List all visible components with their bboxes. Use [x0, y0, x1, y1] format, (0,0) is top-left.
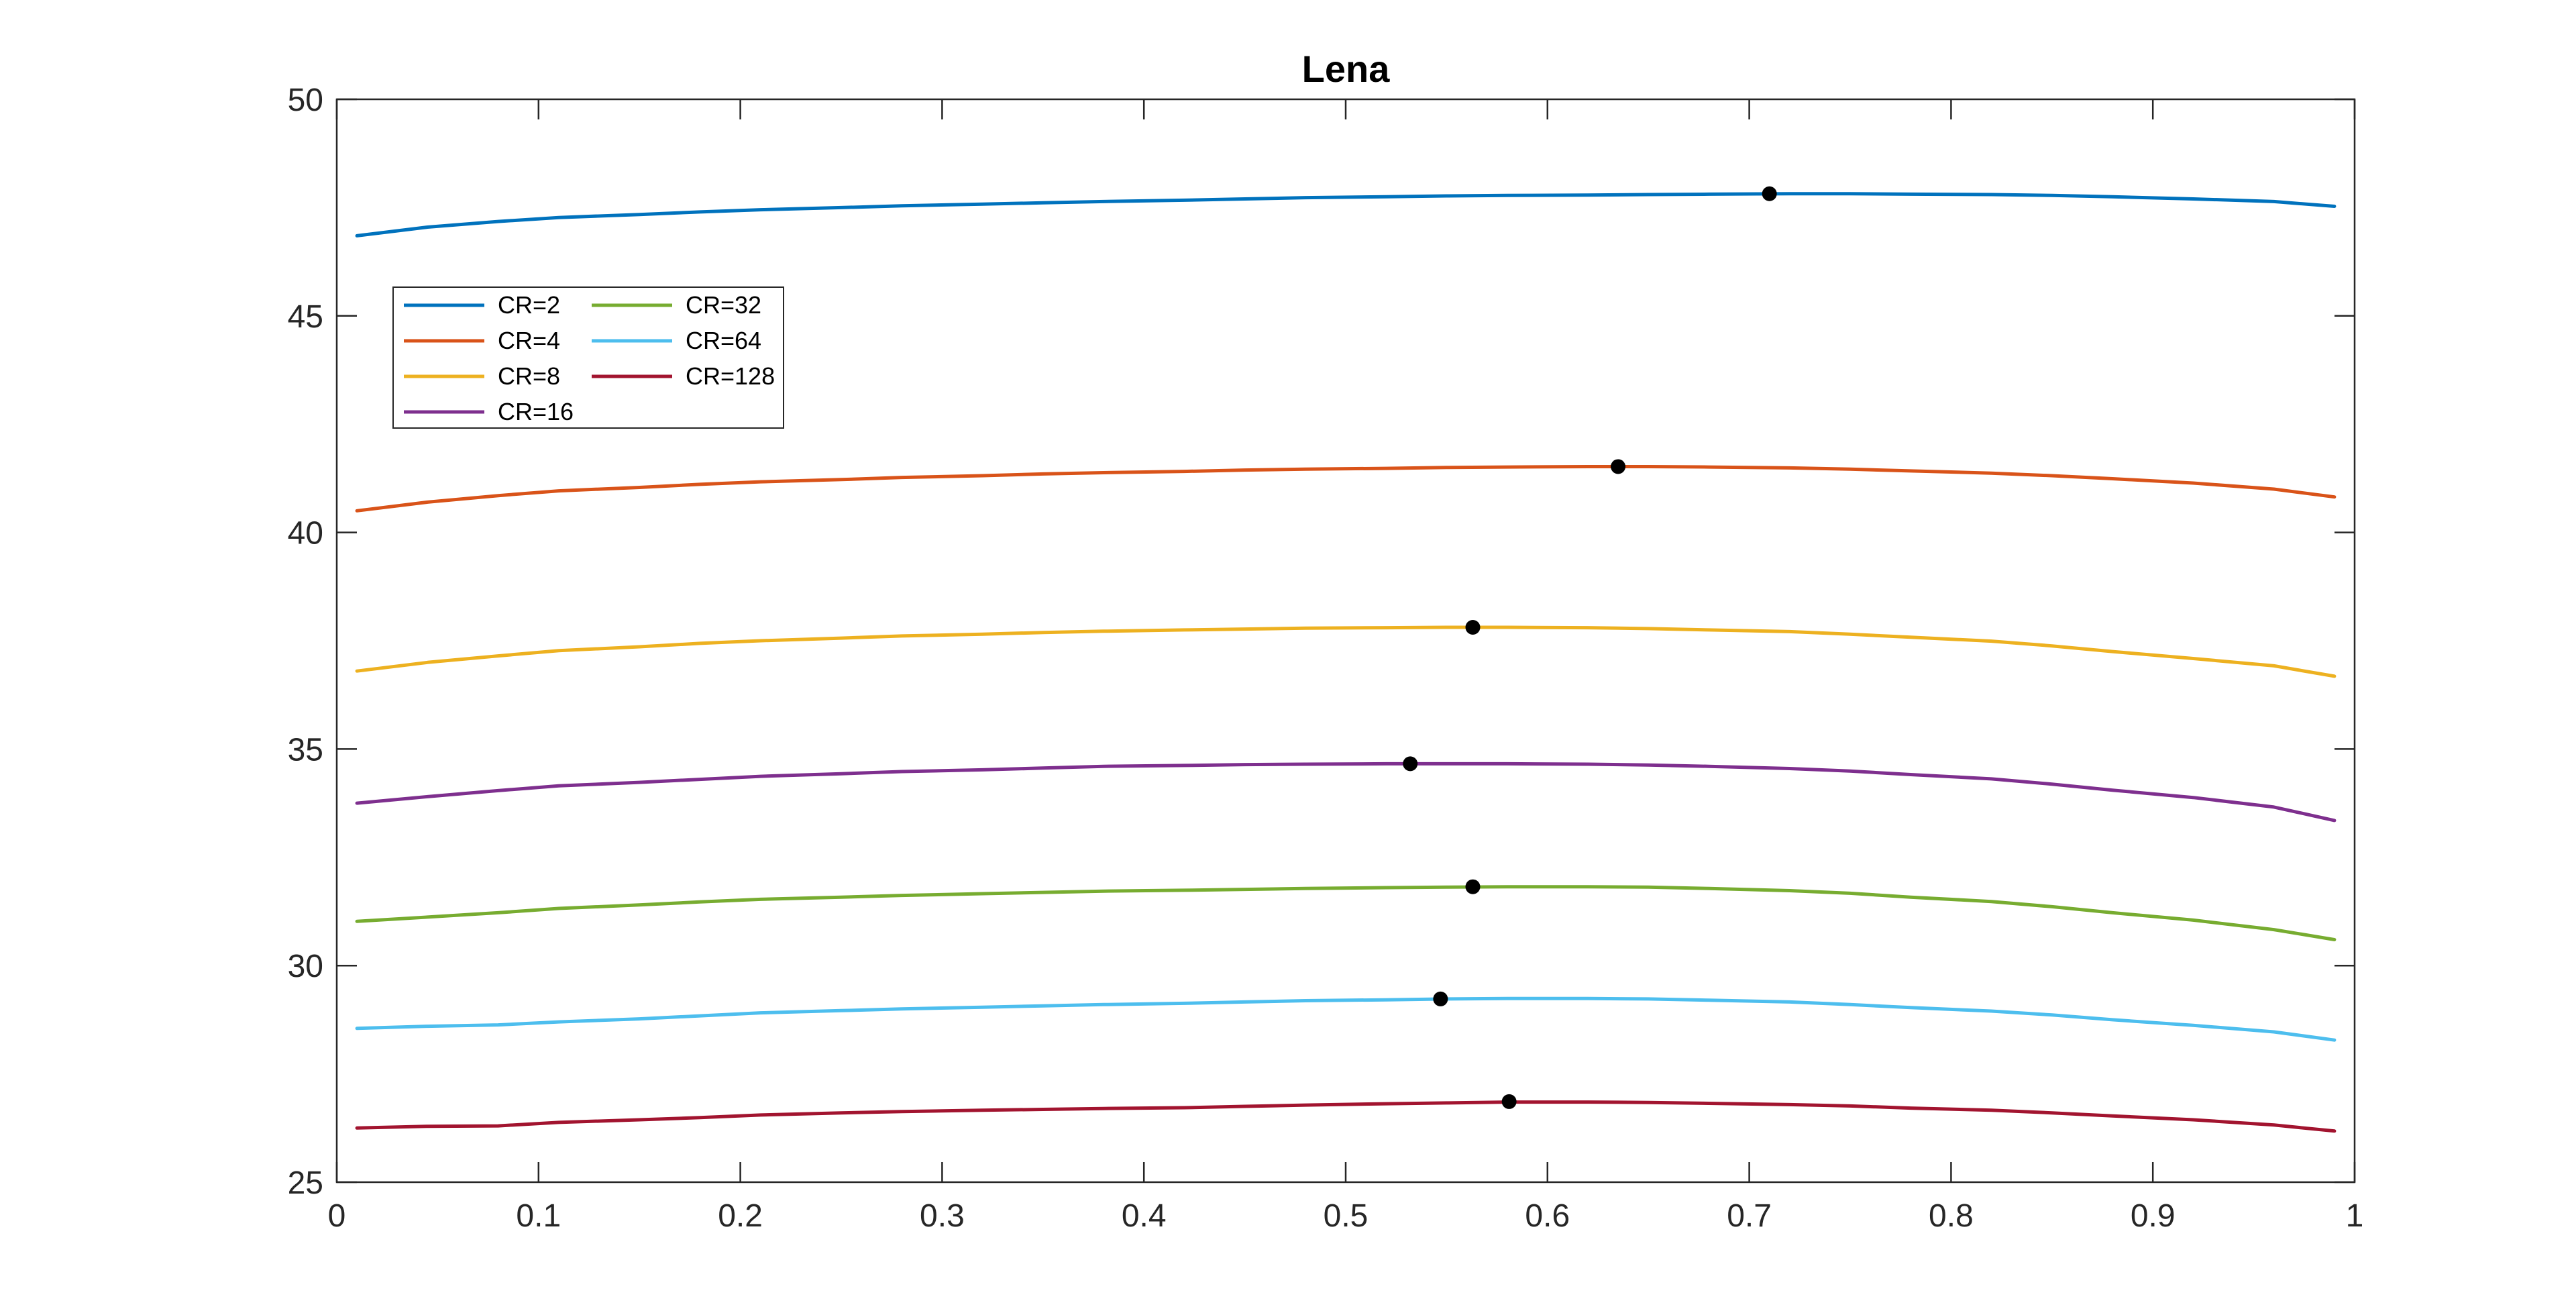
legend-box [392, 286, 784, 429]
legend: CR=2 CR=4 CR=8 CR=16 CR=32 CR=64 CR=128 [392, 286, 784, 429]
x-tick-label: 0.7 [1727, 1198, 1772, 1234]
x-tick-label: 0.9 [2131, 1198, 2176, 1234]
x-tick-label: 0.6 [1525, 1198, 1570, 1234]
x-tick-label: 0.4 [1122, 1198, 1167, 1234]
legend-label-cr-128: CR=128 [686, 362, 775, 390]
y-axis: 25 30 35 40 45 50 [288, 83, 2355, 1201]
series-line-cr-128 [355, 1100, 2337, 1133]
legend-label-cr-4: CR=4 [498, 327, 560, 354]
series-line-cr-32 [355, 885, 2337, 941]
peak-marker-cr-8 [1465, 619, 1481, 635]
legend-label-cr-64: CR=64 [686, 327, 761, 354]
x-tick-label: 0.3 [920, 1198, 965, 1234]
peak-marker-cr-64 [1433, 991, 1448, 1006]
x-tick-label: 0.5 [1324, 1198, 1368, 1234]
x-tick-label: 0.2 [718, 1198, 763, 1234]
y-tick-label: 50 [288, 83, 323, 118]
series-line-cr-64 [355, 996, 2337, 1042]
legend-label-cr-8: CR=8 [498, 362, 560, 390]
x-tick-label: 0.8 [1929, 1198, 1974, 1234]
series-line-cr-8 [355, 625, 2337, 678]
x-tick-label: 0 [328, 1198, 346, 1234]
chart-title: Lena [1302, 48, 1391, 90]
x-tick-label: 1 [2346, 1198, 2364, 1234]
legend-label-cr-32: CR=32 [686, 291, 761, 319]
x-tick-label: 0.1 [516, 1198, 561, 1234]
peak-marker-cr-32 [1465, 879, 1481, 894]
legend-label-cr-16: CR=16 [498, 398, 574, 425]
y-tick-label: 25 [288, 1165, 323, 1201]
legend-label-cr-2: CR=2 [498, 291, 560, 319]
series-line-cr-16 [355, 761, 2337, 823]
y-tick-label: 45 [288, 299, 323, 335]
series-line-cr-4 [355, 465, 2337, 513]
peak-marker-layer [1403, 186, 1777, 1109]
series-line-cr-2 [355, 192, 2337, 238]
y-tick-label: 40 [288, 516, 323, 552]
peak-marker-cr-4 [1611, 459, 1626, 474]
peak-marker-cr-2 [1762, 186, 1777, 201]
series-layer [355, 192, 2337, 1133]
y-tick-label: 30 [288, 949, 323, 984]
peak-marker-cr-16 [1403, 756, 1418, 772]
y-tick-label: 35 [288, 732, 323, 768]
x-axis: 0 0.1 0.2 0.3 0.4 0.5 0.6 0.7 0.8 0.9 1 [328, 99, 2364, 1234]
peak-marker-cr-128 [1501, 1094, 1517, 1109]
